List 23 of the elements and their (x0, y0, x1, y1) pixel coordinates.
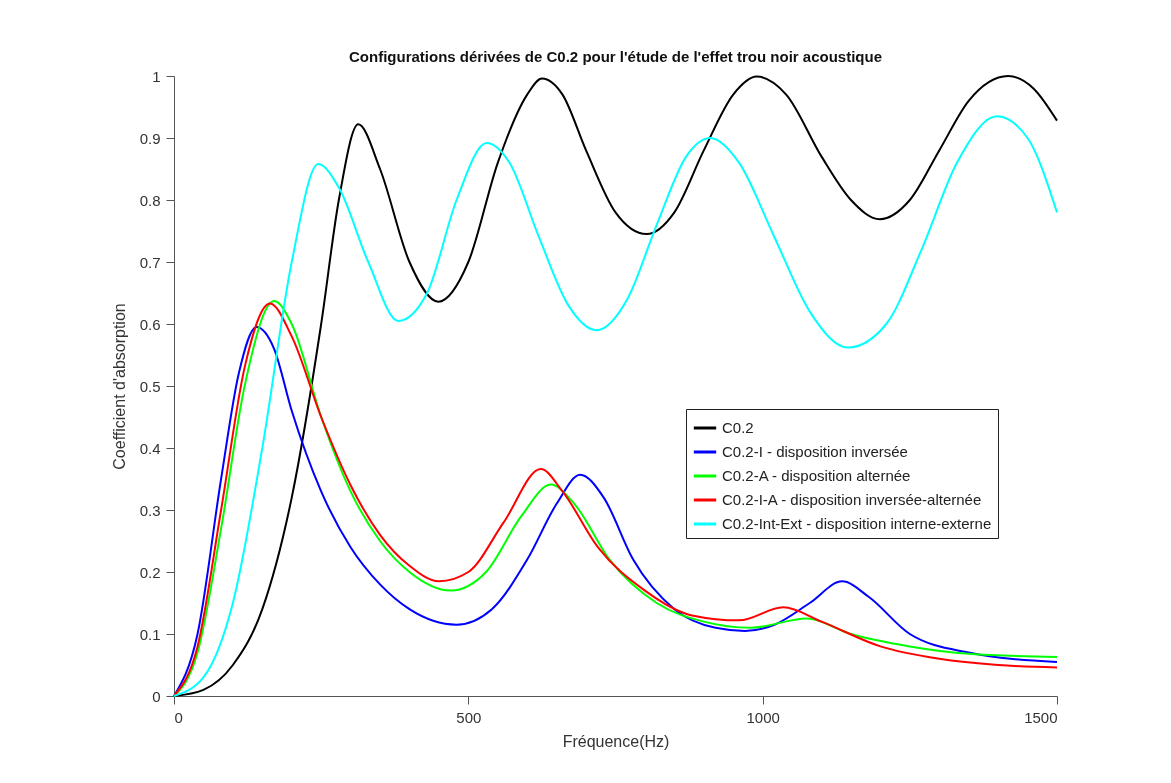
x-axis-title: Fréquence(Hz) (562, 732, 670, 750)
legend-label: C0.2 (722, 419, 754, 436)
y-axis-title: Coefficient d'absorption (110, 303, 128, 470)
y-tick-label: 0.3 (139, 501, 161, 519)
x-tick-label: 1000 (746, 708, 780, 726)
y-tick-label: 0.6 (139, 315, 161, 333)
y-tick-label: 0.5 (139, 377, 161, 395)
y-tick-label: 0 (152, 687, 161, 705)
y-tick-label: 1 (152, 67, 161, 85)
legend-label: C0.2-I - disposition inversée (722, 443, 908, 460)
x-tick-label: 500 (456, 708, 482, 726)
x-tick-label: 0 (174, 708, 183, 726)
y-tick-label: 0.8 (139, 191, 161, 209)
legend-label: C0.2-A - disposition alternée (722, 467, 911, 484)
legend-label: C0.2-I-A - disposition inversée-alternée (722, 491, 982, 508)
y-tick-label: 0.7 (139, 253, 161, 271)
y-tick-label: 0.2 (139, 563, 161, 581)
x-tick-label: 1500 (1024, 708, 1058, 726)
y-tick-label: 0.1 (139, 625, 161, 643)
legend-label: C0.2-Int-Ext - disposition interne-externe (722, 515, 992, 532)
chart-title: Configurations dérivées de C0.2 pour l'étude de l'effet trou noir acoustique (348, 48, 883, 65)
y-tick-label: 0.4 (139, 439, 161, 457)
y-tick-label: 0.9 (139, 129, 161, 147)
